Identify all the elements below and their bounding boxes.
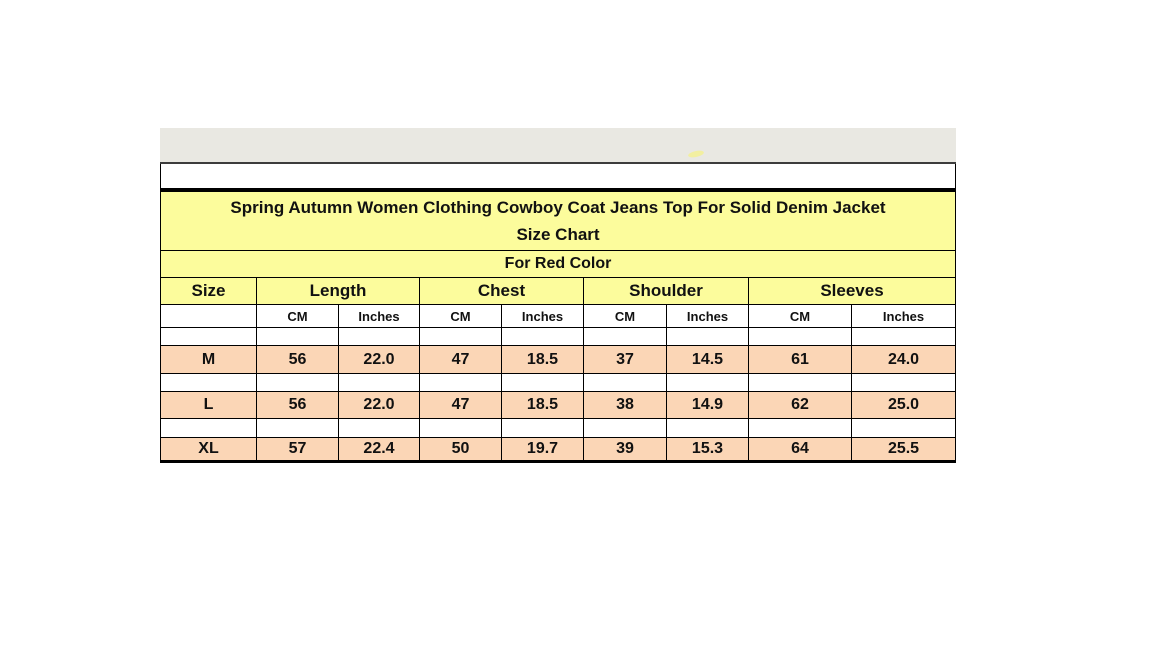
empty-cell bbox=[501, 373, 584, 392]
empty-cell bbox=[419, 373, 502, 392]
column-header-size: Size bbox=[160, 277, 257, 305]
cell-value: 62 bbox=[748, 391, 852, 419]
empty-cell bbox=[338, 418, 420, 438]
title-row: Spring Autumn Women Clothing Cowboy Coat… bbox=[159, 191, 957, 251]
cell-value: 22.4 bbox=[338, 437, 420, 462]
column-header-length: Length bbox=[256, 277, 420, 305]
unit-header: CM bbox=[583, 304, 667, 328]
empty-cell bbox=[160, 418, 257, 438]
empty-cell bbox=[419, 327, 502, 346]
cell-value: 25.5 bbox=[850, 437, 957, 462]
size-label: M bbox=[160, 345, 257, 374]
cell-value: 64 bbox=[748, 437, 852, 462]
empty-cell bbox=[748, 418, 852, 438]
size-chart-table: Spring Autumn Women Clothing Cowboy Coat… bbox=[159, 191, 957, 463]
cell-value: 18.5 bbox=[501, 391, 584, 419]
size-label: XL bbox=[160, 437, 257, 462]
cell-value: 19.7 bbox=[501, 437, 584, 462]
cell-value: 39 bbox=[583, 437, 667, 462]
empty-cell bbox=[748, 327, 852, 346]
unit-header: Inches bbox=[338, 304, 420, 328]
column-header-shoulder: Shoulder bbox=[583, 277, 749, 305]
table-title-cell: Spring Autumn Women Clothing Cowboy Coat… bbox=[159, 191, 957, 251]
empty-cell bbox=[850, 373, 957, 392]
cell-value: 25.0 bbox=[850, 391, 957, 419]
unit-header: CM bbox=[256, 304, 339, 328]
empty-cell bbox=[160, 304, 257, 328]
empty-cell bbox=[160, 373, 257, 392]
cell-value: 18.5 bbox=[501, 345, 584, 374]
cell-value: 38 bbox=[583, 391, 667, 419]
color-note-row: For Red Color bbox=[159, 250, 957, 278]
toolbar-band bbox=[160, 128, 956, 164]
empty-cell bbox=[419, 418, 502, 438]
unit-header: CM bbox=[419, 304, 502, 328]
yellow-smudge-artifact bbox=[687, 149, 705, 159]
cell-value: 22.0 bbox=[338, 391, 420, 419]
empty-cell bbox=[501, 418, 584, 438]
empty-cell bbox=[666, 327, 749, 346]
empty-row-strip bbox=[160, 164, 956, 191]
empty-cell bbox=[748, 373, 852, 392]
size-label: L bbox=[160, 391, 257, 419]
empty-cell bbox=[256, 418, 339, 438]
cell-value: 24.0 bbox=[850, 345, 957, 374]
empty-cell bbox=[583, 373, 667, 392]
cell-value: 57 bbox=[256, 437, 339, 462]
cell-value: 61 bbox=[748, 345, 852, 374]
table-row-l: L 56 22.0 47 18.5 38 14.9 62 25.0 bbox=[160, 391, 957, 419]
empty-cell bbox=[256, 327, 339, 346]
cell-value: 47 bbox=[419, 345, 502, 374]
spacer-row bbox=[160, 327, 957, 346]
unit-header: Inches bbox=[501, 304, 584, 328]
cell-value: 15.3 bbox=[666, 437, 749, 462]
cell-value: 14.9 bbox=[666, 391, 749, 419]
page-subtitle: Size Chart bbox=[516, 225, 600, 244]
table-row-m: M 56 22.0 47 18.5 37 14.5 61 24.0 bbox=[160, 345, 957, 374]
empty-cell bbox=[666, 418, 749, 438]
unit-header: CM bbox=[748, 304, 852, 328]
unit-header: Inches bbox=[666, 304, 749, 328]
column-header-chest: Chest bbox=[419, 277, 584, 305]
page-title: Spring Autumn Women Clothing Cowboy Coat… bbox=[230, 198, 886, 217]
empty-cell bbox=[501, 327, 584, 346]
empty-cell bbox=[666, 373, 749, 392]
cell-value: 14.5 bbox=[666, 345, 749, 374]
empty-cell bbox=[338, 373, 420, 392]
unit-header: Inches bbox=[850, 304, 957, 328]
empty-cell bbox=[583, 418, 667, 438]
color-note-cell: For Red Color bbox=[159, 250, 957, 278]
empty-cell bbox=[256, 373, 339, 392]
size-chart-sheet: Spring Autumn Women Clothing Cowboy Coat… bbox=[159, 128, 957, 463]
empty-cell bbox=[850, 418, 957, 438]
column-header-sleeves: Sleeves bbox=[747, 277, 957, 305]
cell-value: 37 bbox=[583, 345, 667, 374]
cell-value: 47 bbox=[419, 391, 502, 419]
empty-cell bbox=[160, 327, 257, 346]
unit-header-row: CM Inches CM Inches CM Inches CM Inches bbox=[160, 304, 957, 328]
empty-cell bbox=[583, 327, 667, 346]
empty-cell bbox=[850, 327, 957, 346]
cell-value: 56 bbox=[256, 345, 339, 374]
empty-cell bbox=[338, 327, 420, 346]
cell-value: 22.0 bbox=[338, 345, 420, 374]
spacer-row bbox=[160, 418, 957, 438]
table-row-xl: XL 57 22.4 50 19.7 39 15.3 64 25.5 bbox=[160, 437, 957, 462]
cell-value: 56 bbox=[256, 391, 339, 419]
cell-value: 50 bbox=[419, 437, 502, 462]
column-header-row: Size Length Chest Shoulder Sleeves bbox=[160, 277, 957, 305]
spacer-row bbox=[160, 373, 957, 392]
